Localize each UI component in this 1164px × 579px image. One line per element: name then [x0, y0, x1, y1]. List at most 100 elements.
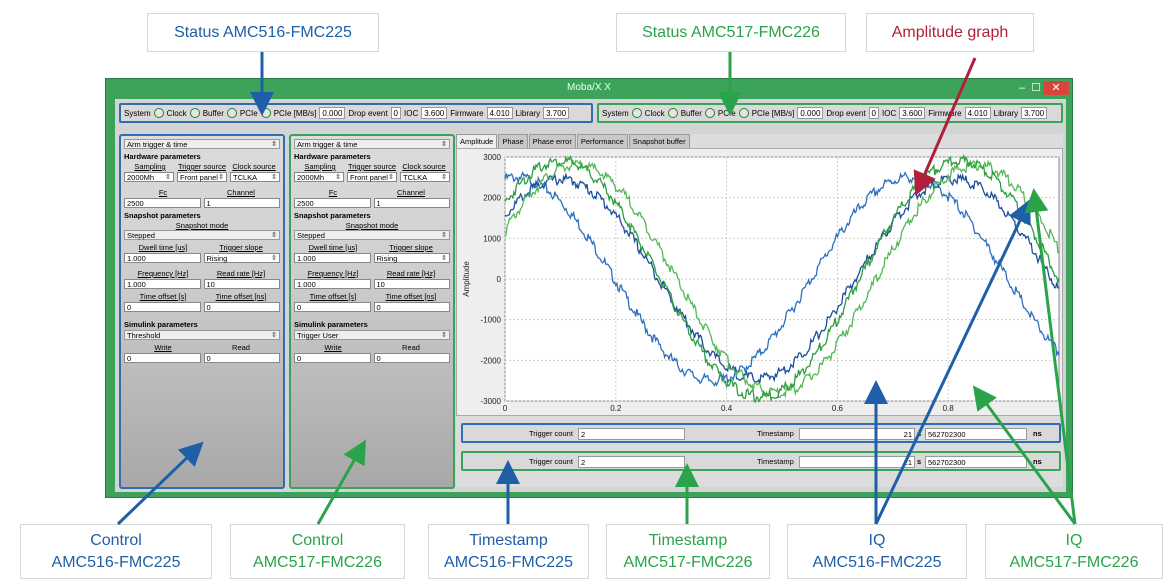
- status-label: Drop event: [348, 108, 388, 118]
- status-led-icon: [226, 108, 237, 118]
- frequency-input[interactable]: 1.000: [124, 279, 201, 289]
- status-led-icon: [704, 108, 715, 118]
- field-label: Frequency [Hz]: [307, 269, 359, 278]
- callout-control-2: Control AMC517-FMC226: [230, 524, 405, 579]
- callout-control-1: Control AMC516-FMC225: [20, 524, 212, 579]
- dwell-time-input[interactable]: 1.000: [124, 253, 201, 263]
- seconds-unit-label: s: [917, 429, 922, 438]
- status-value: 0.000: [319, 107, 346, 119]
- close-icon[interactable]: ✕: [1043, 81, 1069, 95]
- dwell-time-input[interactable]: 1.000: [294, 253, 371, 263]
- y-tick-label: 2000: [483, 194, 501, 203]
- tab-phase[interactable]: Phase: [498, 134, 528, 148]
- status-led-icon: [738, 108, 749, 118]
- app-window: Moba/X X – ☐ ✕ System Clock Buffer PCIe …: [105, 78, 1073, 498]
- callout-amplitude-graph: Amplitude graph: [866, 13, 1034, 52]
- field-label: Read rate [Hz]: [386, 269, 436, 278]
- sampling-select[interactable]: 2000Mh: [294, 172, 344, 182]
- status-label: Clock: [644, 108, 665, 118]
- field-label: Sampling: [304, 162, 336, 171]
- y-tick-label: -1000: [481, 316, 502, 325]
- simulink-select[interactable]: Threshold: [124, 330, 280, 340]
- ns-unit-label: ns: [1033, 429, 1042, 438]
- mode-select[interactable]: Arm trigger & time: [294, 139, 450, 149]
- field-label: Sampling: [134, 162, 166, 171]
- field-label: Clock source: [402, 162, 446, 171]
- maximize-icon[interactable]: ☐: [1031, 82, 1041, 94]
- frequency-input[interactable]: 1.000: [294, 279, 371, 289]
- tab-amplitude[interactable]: Amplitude: [456, 134, 498, 148]
- trigger-slope-select[interactable]: Rising: [373, 253, 450, 263]
- field-label: Channel: [227, 188, 255, 197]
- status-led-icon: [631, 108, 642, 118]
- status-value: 3.600: [421, 107, 448, 119]
- time-offset-s-input[interactable]: 0: [124, 302, 201, 312]
- field-label: Clock source: [232, 162, 276, 171]
- y-tick-label: -2000: [481, 356, 502, 365]
- read-value: 0: [373, 353, 450, 363]
- field-label: Time offset [s]: [309, 292, 357, 301]
- field-label: Dwell time [us]: [138, 243, 188, 252]
- x-tick-label: 0: [503, 404, 508, 413]
- status-value: 4.010: [964, 107, 991, 119]
- simulink-select[interactable]: Trigger User: [294, 330, 450, 340]
- snapshot-mode-select[interactable]: Stepped: [124, 230, 280, 240]
- y-tick-label: -3000: [481, 397, 502, 406]
- timestamp-bar-amc516: Trigger count 2 Timestamp 21 s 562702300…: [461, 423, 1061, 443]
- status-value: 0: [390, 107, 401, 119]
- field-label: Time offset [ns]: [385, 292, 437, 301]
- trigger-count-label: Trigger count: [529, 429, 573, 438]
- x-tick-label: 0.4: [721, 404, 733, 413]
- fc-input[interactable]: 2500: [124, 198, 201, 208]
- control-panel-amc517: Arm trigger & time Hardware parameters S…: [289, 134, 455, 489]
- trigger-count-label: Trigger count: [529, 457, 573, 466]
- callout-text: IQ: [868, 531, 886, 549]
- tab-snapshot-buffer[interactable]: Snapshot buffer: [628, 134, 690, 148]
- channel-input[interactable]: 1: [373, 198, 450, 208]
- mode-select[interactable]: Arm trigger & time: [124, 139, 280, 149]
- field-label: Read: [232, 343, 250, 352]
- write-input[interactable]: 0: [294, 353, 371, 363]
- status-label: Library: [993, 108, 1019, 118]
- minimize-icon[interactable]: –: [1018, 82, 1026, 94]
- time-offset-s-input[interactable]: 0: [294, 302, 371, 312]
- time-offset-ns-input[interactable]: 0: [203, 302, 280, 312]
- field-label: Channel: [397, 188, 425, 197]
- write-input[interactable]: 0: [124, 353, 201, 363]
- field-label: Time offset [s]: [139, 292, 187, 301]
- read-rate-input[interactable]: 10: [373, 279, 450, 289]
- tab-performance[interactable]: Performance: [576, 134, 628, 148]
- status-label: Drop event: [826, 108, 866, 118]
- field-label: Time offset [ns]: [215, 292, 267, 301]
- field-label: Write: [154, 343, 172, 352]
- fc-input[interactable]: 2500: [294, 198, 371, 208]
- read-rate-input[interactable]: 10: [203, 279, 280, 289]
- timestamp-label: Timestamp: [757, 429, 794, 438]
- field-label: Read: [402, 343, 420, 352]
- timestamp-ns-value: 562702300: [925, 456, 1027, 468]
- timestamp-ns-value: 562702300: [925, 428, 1027, 440]
- callout-timestamp-1: Timestamp AMC516-FMC225: [428, 524, 589, 579]
- trigger-slope-select[interactable]: Rising: [203, 253, 280, 263]
- time-offset-ns-input[interactable]: 0: [373, 302, 450, 312]
- status-label: IOC: [404, 108, 419, 118]
- status-value: 3.700: [1021, 107, 1048, 119]
- section-title: Snapshot parameters: [294, 211, 371, 220]
- field-label: Snapshot mode: [345, 221, 399, 230]
- status-label: Buffer: [680, 108, 702, 118]
- x-tick-label: 0.8: [943, 404, 955, 413]
- callout-text: AMC516-FMC225: [812, 553, 942, 571]
- tab-phase-error[interactable]: Phase error: [528, 134, 576, 148]
- callout-text: AMC517-FMC226: [623, 553, 753, 571]
- field-label: Trigger source: [177, 162, 227, 171]
- status-led-icon: [260, 108, 271, 118]
- clock-source-select[interactable]: TCLKA: [400, 172, 450, 182]
- trigger-source-select[interactable]: Front panel: [177, 172, 227, 182]
- section-title: Simulink parameters: [124, 320, 198, 329]
- clock-source-select[interactable]: TCLKA: [230, 172, 280, 182]
- callout-text: Timestamp: [648, 531, 728, 549]
- snapshot-mode-select[interactable]: Stepped: [294, 230, 450, 240]
- trigger-source-select[interactable]: Front panel: [347, 172, 397, 182]
- channel-input[interactable]: 1: [203, 198, 280, 208]
- sampling-select[interactable]: 2000Mh: [124, 172, 174, 182]
